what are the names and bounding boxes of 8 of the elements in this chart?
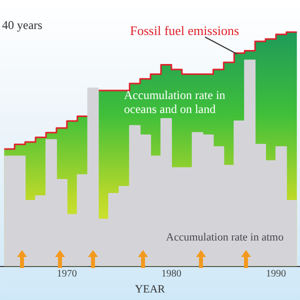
x-tick-label: 1990 [266,268,286,280]
annotation: Accumulation rate in oceans and on land [124,88,228,116]
series-label: Fossil fuel emissions [130,23,240,38]
annotation: 40 years [2,18,43,32]
x-tick-label: 1970 [56,268,77,280]
series-label: Accumulation rate in atmo [166,232,284,244]
x-tick-label: 1980 [161,268,182,280]
x-axis-title: YEAR [135,284,166,296]
